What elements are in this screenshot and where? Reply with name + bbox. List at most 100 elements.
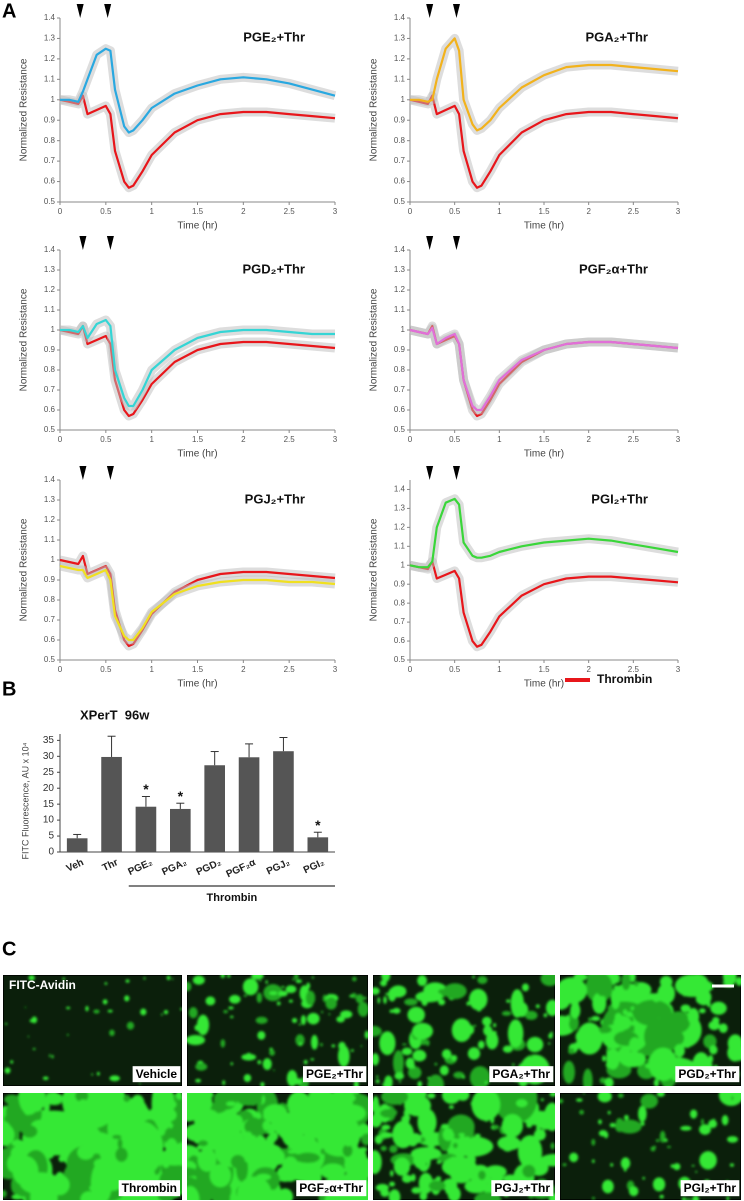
blob xyxy=(220,1039,226,1048)
blob xyxy=(718,1023,728,1034)
y-tick-label: 1.3 xyxy=(44,265,56,274)
blob xyxy=(4,1067,11,1074)
blob xyxy=(359,1147,368,1152)
x-axis-label: Time (hr) xyxy=(177,449,217,460)
blob xyxy=(664,1023,668,1029)
y-tick-label: 1.3 xyxy=(44,34,56,43)
y-tick-label: 0.8 xyxy=(44,365,56,374)
blob xyxy=(49,1054,51,1058)
blob xyxy=(626,1011,633,1018)
chart-title: PGD₂+Thr xyxy=(243,261,305,276)
blob xyxy=(441,1123,449,1129)
blob xyxy=(708,1119,718,1129)
blob xyxy=(718,1093,741,1106)
series-halo xyxy=(409,91,679,193)
blob xyxy=(644,1042,655,1055)
blob xyxy=(484,1081,488,1085)
blob xyxy=(721,1114,729,1126)
blobs xyxy=(4,975,182,1085)
blob xyxy=(570,1002,581,1019)
image-label: PGI₂+Thr xyxy=(684,1181,737,1195)
blob xyxy=(573,975,588,982)
series-line xyxy=(409,94,679,189)
blob xyxy=(293,975,299,980)
blob xyxy=(195,1062,208,1071)
blob xyxy=(685,1198,692,1200)
blob xyxy=(569,1152,579,1163)
blob xyxy=(731,1095,734,1101)
blob xyxy=(243,1074,252,1082)
x-tick-label: 1.5 xyxy=(192,665,204,674)
blob xyxy=(630,982,652,998)
blob xyxy=(374,1134,383,1145)
blob xyxy=(562,1060,575,1084)
blob xyxy=(652,1177,666,1192)
blob xyxy=(451,1055,458,1061)
treatment-arrow xyxy=(426,4,434,18)
blob xyxy=(599,1077,607,1084)
x-tick-label: Veh xyxy=(65,857,86,874)
x-tick-label: 1.5 xyxy=(538,665,550,674)
blob xyxy=(163,1010,169,1015)
image-label-bg xyxy=(132,1066,181,1083)
image-label-bg xyxy=(489,1066,554,1083)
blob xyxy=(637,1105,647,1123)
blob xyxy=(550,1142,555,1150)
blob xyxy=(373,1025,382,1037)
chart-title: PGA₂+Thr xyxy=(586,29,648,44)
blob xyxy=(373,1101,380,1112)
blob xyxy=(397,1163,406,1172)
y-tick-label: 20 xyxy=(43,783,55,794)
x-tick-label: 2 xyxy=(241,665,246,674)
blob xyxy=(42,1076,49,1080)
blob xyxy=(656,1093,665,1097)
y-tick-label: 1.2 xyxy=(394,285,406,294)
blob xyxy=(265,1136,274,1150)
blob xyxy=(295,1152,320,1163)
blob xyxy=(543,1013,548,1018)
y-tick-label: 0.6 xyxy=(394,177,406,186)
blob xyxy=(257,1030,266,1040)
blob xyxy=(109,1029,115,1037)
blob xyxy=(373,1053,380,1066)
blob xyxy=(670,1164,675,1168)
blob xyxy=(601,1055,606,1062)
blob xyxy=(281,1156,300,1182)
blob xyxy=(613,985,620,990)
blob xyxy=(256,992,263,1003)
blob xyxy=(66,1006,71,1010)
y-tick-label: 0.9 xyxy=(394,579,406,588)
blob xyxy=(373,987,380,995)
blob xyxy=(640,1121,643,1124)
y-tick-label: 30 xyxy=(43,751,55,762)
blob xyxy=(220,975,226,979)
blob xyxy=(426,1102,431,1107)
blob xyxy=(417,1080,423,1086)
y-tick-label: 1.3 xyxy=(394,34,406,43)
blob xyxy=(125,1098,148,1123)
blob xyxy=(642,1176,646,1180)
y-tick-label: 0.9 xyxy=(44,345,56,354)
x-axis-label: Time (hr) xyxy=(177,221,217,232)
blob xyxy=(613,1015,632,1031)
blob xyxy=(653,1079,659,1086)
blob xyxy=(602,1179,614,1194)
blob xyxy=(388,988,397,1002)
blob xyxy=(712,1118,716,1121)
blob xyxy=(506,999,511,1003)
y-tick-label: 25 xyxy=(43,767,55,778)
y-tick-label: 1.3 xyxy=(44,495,56,504)
blob xyxy=(125,979,130,983)
y-tick-label: 0.8 xyxy=(44,136,56,145)
blob xyxy=(223,1010,228,1014)
blob xyxy=(140,1008,147,1016)
blob xyxy=(260,1112,264,1116)
x-tick-label: 3 xyxy=(333,435,338,444)
y-tick-label: 1 xyxy=(51,555,56,564)
blob xyxy=(493,1023,497,1028)
blob xyxy=(168,1122,174,1129)
blob xyxy=(622,1009,628,1015)
blob xyxy=(419,1191,428,1200)
blob xyxy=(722,975,737,988)
